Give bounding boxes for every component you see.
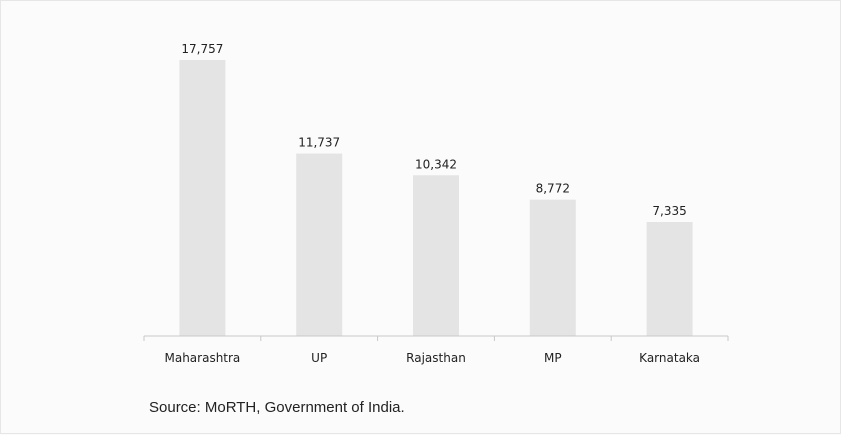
category-label: MP [544,351,562,365]
source-note: Source: MoRTH, Government of India. [149,399,405,416]
value-label: 10,342 [415,157,457,171]
x-axis-ticks [143,336,729,341]
value-labels-layer: 17,757 11,737 10,342 8,772 7,335 [181,42,686,218]
bar-mp [529,199,576,336]
bar-karnataka [646,221,693,336]
category-labels-layer: Maharashtra UP Rajasthan MP Karnataka [164,351,700,365]
category-label: Karnataka [639,351,700,365]
category-label: Rajasthan [406,351,466,365]
bar-maharashtra [179,60,226,336]
bar-up [296,153,343,336]
value-label: 8,772 [536,182,570,196]
category-label: Maharashtra [164,351,240,365]
value-label: 17,757 [181,42,223,56]
category-label: UP [311,351,327,365]
value-label: 7,335 [652,204,686,218]
bar-rajasthan [413,175,459,336]
value-label: 11,737 [298,136,340,150]
bars-layer [179,60,693,336]
